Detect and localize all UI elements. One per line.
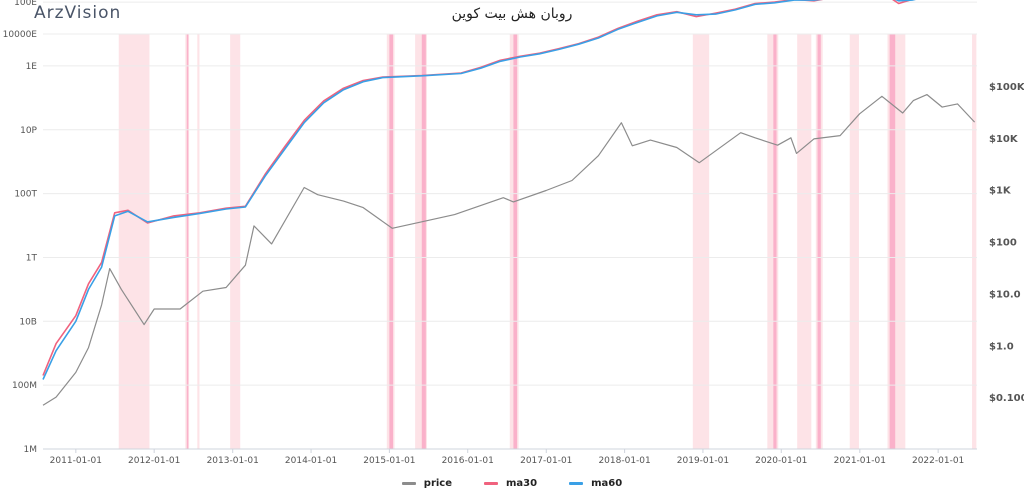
legend-item-ma60[interactable]: ma60	[569, 478, 622, 489]
capitulation-band-17	[849, 34, 859, 449]
y-tick-label-5: 1T	[26, 253, 38, 263]
y2-tick-label-0: $100K	[989, 82, 1024, 93]
capitulation-band-7	[415, 34, 427, 449]
legend-item-ma30[interactable]: ma30	[484, 478, 537, 489]
legend-swatch-price	[401, 482, 416, 485]
legend-item-price[interactable]: price	[401, 478, 453, 489]
y-tick-label-4: 100T	[14, 190, 37, 200]
y-tick-label-1: 100E	[14, 0, 37, 8]
legend: price ma30 ma60	[0, 478, 1024, 489]
capitulation-band-0	[118, 34, 150, 449]
y-tick-label-7: 100M	[12, 381, 37, 391]
x-tick-label-7: 2018-01-01	[598, 456, 650, 466]
x-tick-label-6: 2017-01-01	[520, 456, 572, 466]
capitulation-band-2	[186, 34, 189, 449]
x-tick-label-1: 2012-01-01	[128, 456, 180, 466]
x-tick-label-4: 2015-01-01	[363, 456, 415, 466]
y2-tick-label-2: $1K	[989, 186, 1012, 197]
capitulation-band-12	[767, 34, 779, 449]
legend-label-ma30: ma30	[506, 478, 538, 489]
capitulation-band-4	[230, 34, 241, 449]
legend-label-price: price	[423, 478, 453, 489]
capitulation-band-20	[972, 34, 977, 449]
y2-tick-label-1: $10K	[989, 134, 1019, 145]
x-tick-label-5: 2016-01-01	[442, 456, 494, 466]
y2-tick-label-5: $1.0	[989, 341, 1014, 352]
y2-tick-label-6: $0.100	[989, 393, 1024, 404]
grid-lines	[43, 1, 977, 450]
x-tick-label-8: 2019-01-01	[677, 456, 729, 466]
x-tick-label-9: 2020-01-01	[755, 456, 807, 466]
x-tick-label-3: 2014-01-01	[285, 456, 337, 466]
legend-swatch-ma60	[569, 482, 584, 485]
series-lines	[42, 0, 976, 406]
x-tick-label-0: 2011-01-01	[50, 456, 102, 466]
capitulation-band-16	[817, 34, 821, 449]
y-tick-label-0: 10000E	[3, 30, 38, 40]
series-line-ma60	[42, 0, 916, 380]
capitulation-bands	[118, 34, 977, 449]
capitulation-band-3	[197, 34, 200, 449]
x-tick-label-11: 2022-01-01	[912, 456, 964, 466]
x-tick-label-2: 2013-01-01	[207, 456, 259, 466]
x-axis: 2011-01-01 2012-01-01 2013-01-01 2014-01-01…	[43, 448, 977, 466]
y-tick-label-8: 1M	[24, 445, 38, 455]
capitulation-band-11	[692, 34, 710, 449]
capitulation-band-6	[389, 34, 394, 449]
series-line-ma30	[42, 0, 914, 376]
y-axis-left: 10000E 100E 1E 10P 100T 1T 10B 100M 1M	[3, 0, 38, 455]
series-line-price	[42, 93, 976, 406]
capitulation-band-14	[797, 34, 812, 449]
legend-label-ma60: ma60	[591, 478, 623, 489]
y-axis-right: $100K $10K $1K $100 $10.0 $1.0 $0.100	[989, 82, 1024, 404]
chart-title: روبان هش بیت کوین	[451, 6, 573, 22]
capitulation-band-8	[421, 34, 426, 449]
y2-tick-label-4: $10.0	[989, 289, 1021, 300]
y-tick-label-6: 10B	[19, 317, 37, 327]
x-tick-label-10: 2021-01-01	[834, 456, 886, 466]
arzvision-logo: ArzVision	[34, 3, 122, 23]
capitulation-band-10	[513, 34, 518, 449]
capitulation-band-19	[889, 34, 896, 449]
y-tick-label-3: 10P	[20, 126, 37, 136]
legend-swatch-ma30	[484, 482, 499, 485]
y2-tick-label-3: $100	[989, 238, 1017, 249]
capitulation-band-13	[773, 34, 777, 449]
y-tick-label-2: 1E	[26, 62, 38, 72]
